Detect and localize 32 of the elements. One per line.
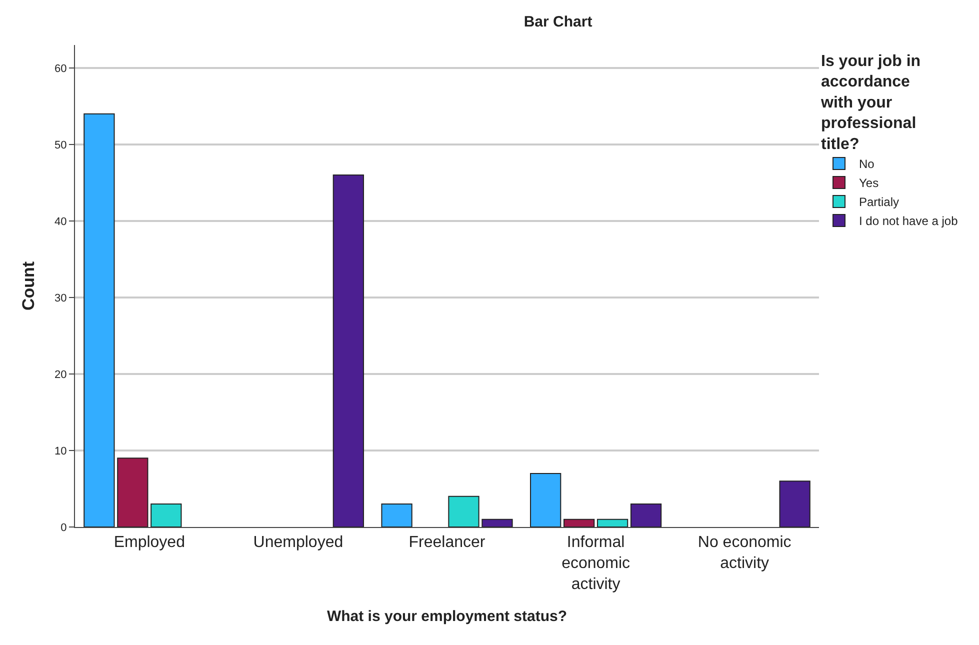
bar xyxy=(530,472,562,527)
x-tick-label: Unemployed xyxy=(253,534,344,552)
bar xyxy=(563,518,595,527)
bar xyxy=(117,458,148,527)
y-axis-title: Count xyxy=(19,261,38,311)
bar xyxy=(84,113,115,527)
bar xyxy=(332,174,364,527)
y-tick-label: 0 xyxy=(60,522,67,534)
chart-title: Bar Chart xyxy=(524,14,592,31)
y-tick-label: 40 xyxy=(54,216,67,228)
legend-label: Yes xyxy=(859,176,879,190)
bar xyxy=(779,480,810,527)
legend-label: No xyxy=(859,157,875,172)
legend-label: Partialy xyxy=(859,195,900,210)
bar xyxy=(448,496,480,527)
legend-title: Is your job in accordance with your professional title? xyxy=(820,52,921,153)
x-tick-label: Freelancer xyxy=(408,534,486,552)
y-tick-label: 10 xyxy=(54,445,67,458)
x-tick-label: Informal economic activity xyxy=(562,534,630,593)
y-tick-label: 30 xyxy=(54,292,67,304)
bar xyxy=(381,504,412,527)
legend-label: I do not have a job xyxy=(859,214,958,228)
y-tick-label: 50 xyxy=(54,139,67,152)
x-tick-label: Employed xyxy=(114,534,185,552)
bar xyxy=(630,504,662,527)
x-axis-title: What is your employment status? xyxy=(326,608,568,625)
x-tick-label: No economic activity xyxy=(698,534,792,572)
y-tick-label: 60 xyxy=(54,62,67,75)
bar xyxy=(150,504,182,527)
bar xyxy=(482,518,513,527)
y-tick-label: 20 xyxy=(54,368,67,381)
bar xyxy=(596,518,628,527)
